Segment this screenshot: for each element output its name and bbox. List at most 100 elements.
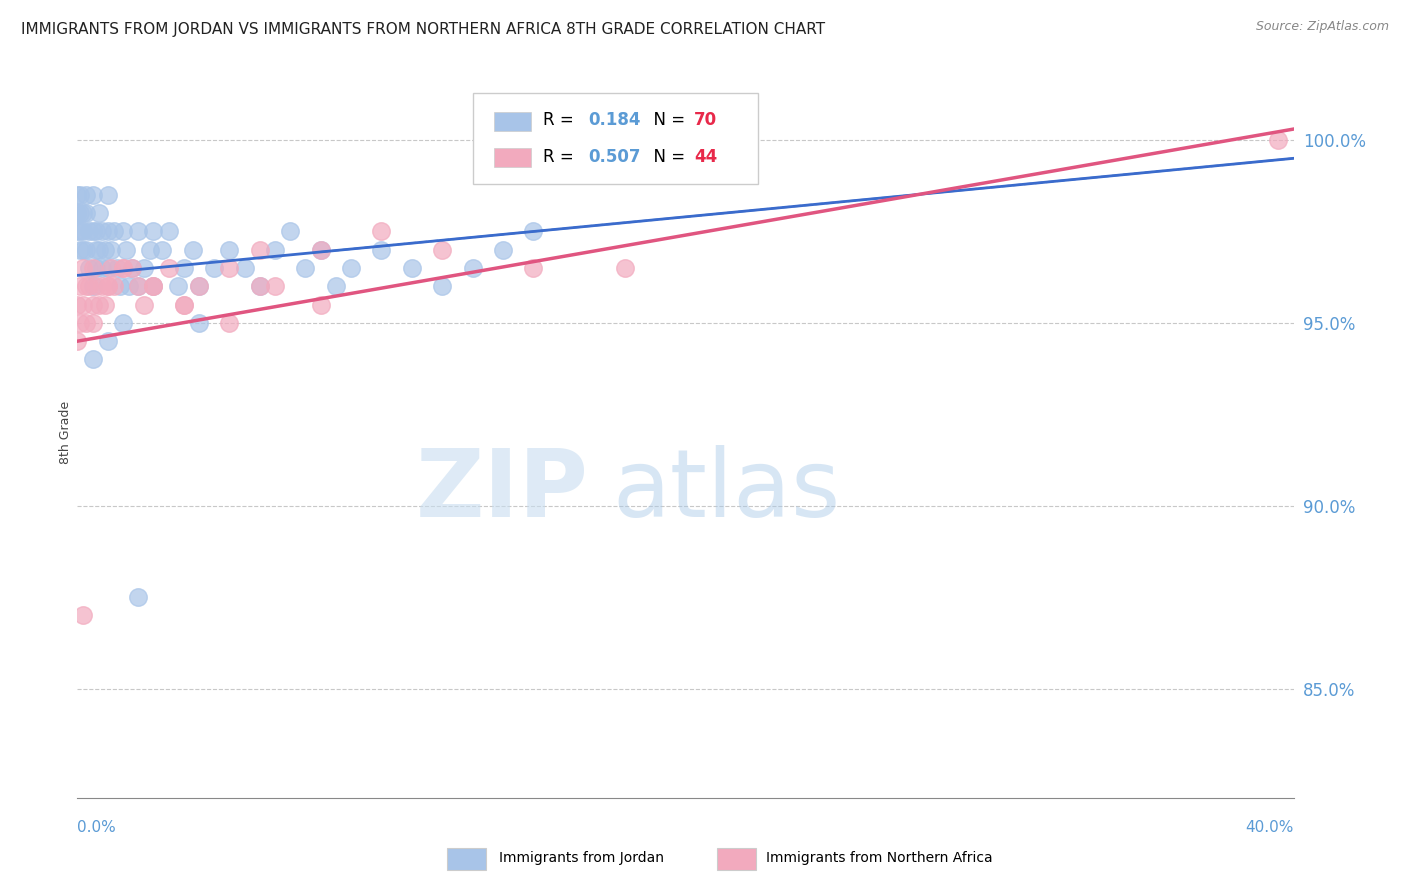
Point: [87, 297, 110, 311]
Text: N =: N =: [643, 148, 685, 166]
Point: [100, 243, 122, 257]
Point: [492, 243, 515, 257]
Point: [142, 279, 165, 293]
Point: [309, 297, 332, 311]
Point: [66, 334, 89, 349]
Point: [134, 297, 156, 311]
Point: [84, 224, 107, 238]
Point: [613, 260, 636, 275]
Point: [249, 279, 271, 293]
Point: [139, 243, 162, 257]
FancyBboxPatch shape: [495, 148, 531, 167]
Point: [461, 260, 484, 275]
Point: [127, 590, 149, 604]
Text: atlas: atlas: [613, 445, 841, 537]
Point: [97, 224, 120, 238]
Point: [249, 243, 271, 257]
Point: [66, 297, 89, 311]
Point: [188, 279, 211, 293]
Point: [97, 260, 120, 275]
Point: [309, 243, 332, 257]
Point: [111, 224, 134, 238]
Point: [82, 279, 104, 293]
Point: [111, 260, 134, 275]
Point: [66, 206, 89, 220]
Point: [522, 224, 544, 238]
Point: [75, 243, 97, 257]
Point: [127, 224, 149, 238]
Point: [233, 260, 256, 275]
Y-axis label: 8th Grade: 8th Grade: [59, 401, 72, 464]
Point: [173, 260, 195, 275]
Point: [218, 260, 240, 275]
Point: [69, 206, 91, 220]
Point: [82, 224, 104, 238]
Point: [108, 279, 131, 293]
Point: [72, 206, 94, 220]
Point: [309, 243, 332, 257]
Text: 0.0%: 0.0%: [77, 821, 117, 835]
Point: [84, 279, 107, 293]
Point: [75, 188, 97, 202]
Point: [264, 279, 287, 293]
Point: [370, 224, 392, 238]
Point: [430, 279, 453, 293]
Point: [202, 260, 225, 275]
Point: [401, 260, 423, 275]
Point: [72, 608, 94, 623]
Point: [188, 279, 211, 293]
Point: [188, 316, 211, 330]
Point: [103, 279, 125, 293]
Point: [97, 279, 120, 293]
Point: [90, 279, 112, 293]
Point: [69, 188, 91, 202]
Text: R =: R =: [543, 112, 579, 129]
Point: [249, 279, 271, 293]
Point: [111, 260, 134, 275]
Point: [173, 297, 195, 311]
Point: [340, 260, 363, 275]
Point: [105, 260, 128, 275]
Point: [82, 188, 104, 202]
Point: [82, 260, 104, 275]
Text: 70: 70: [695, 112, 717, 129]
Point: [1267, 133, 1289, 147]
Point: [69, 224, 91, 238]
Point: [72, 260, 94, 275]
Point: [142, 224, 165, 238]
Point: [142, 279, 165, 293]
Point: [87, 206, 110, 220]
Text: R =: R =: [543, 148, 579, 166]
Point: [127, 279, 149, 293]
Point: [93, 243, 115, 257]
Point: [181, 243, 204, 257]
Point: [72, 297, 94, 311]
Text: 0.184: 0.184: [588, 112, 641, 129]
Point: [264, 243, 287, 257]
Point: [157, 260, 180, 275]
Point: [134, 260, 156, 275]
Text: 44: 44: [695, 148, 717, 166]
Point: [142, 279, 165, 293]
Point: [79, 260, 101, 275]
Point: [173, 297, 195, 311]
Text: IMMIGRANTS FROM JORDAN VS IMMIGRANTS FROM NORTHERN AFRICA 8TH GRADE CORRELATION : IMMIGRANTS FROM JORDAN VS IMMIGRANTS FRO…: [21, 22, 825, 37]
Point: [370, 243, 392, 257]
Text: Immigrants from Jordan: Immigrants from Jordan: [499, 851, 664, 865]
Point: [82, 352, 104, 367]
Point: [79, 224, 101, 238]
Point: [75, 316, 97, 330]
Text: N =: N =: [643, 112, 685, 129]
Point: [100, 260, 122, 275]
Point: [84, 243, 107, 257]
Point: [97, 188, 120, 202]
Point: [90, 224, 112, 238]
Point: [430, 243, 453, 257]
Point: [75, 206, 97, 220]
Point: [75, 279, 97, 293]
Point: [127, 279, 149, 293]
Point: [218, 243, 240, 257]
Point: [115, 243, 138, 257]
Point: [90, 260, 112, 275]
Point: [121, 260, 143, 275]
